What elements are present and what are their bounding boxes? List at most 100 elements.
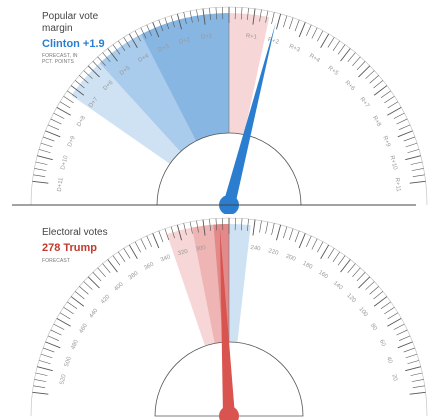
tick-1-75: [59, 312, 71, 320]
tick-1-3: [410, 372, 423, 376]
tick-0-65: [347, 52, 356, 63]
tick-0-69: [365, 70, 375, 79]
tick-1-68: [87, 276, 100, 289]
tick-0-7: [42, 136, 55, 142]
tick-1-87: [33, 385, 46, 388]
tick-0-38: [189, 10, 193, 23]
tick-0-75: [387, 101, 399, 109]
tick-0-18: [79, 75, 89, 84]
tick-0-1: [33, 174, 46, 177]
tick-0-74: [384, 95, 395, 104]
tick-0-61: [327, 37, 335, 48]
tick-1-79: [47, 335, 60, 341]
tick-1-13: [387, 312, 399, 320]
tick-1-24: [340, 259, 351, 273]
tick-label-1-13: 220: [268, 248, 280, 257]
tick-1-10: [396, 329, 408, 336]
tick-1-16: [373, 296, 388, 307]
tick-1-11: [393, 323, 405, 330]
tick-1-42: [240, 218, 243, 231]
tick-1-81: [42, 347, 55, 353]
tick-1-1: [412, 385, 425, 388]
tick-0-14: [63, 95, 74, 104]
tick-0-30: [140, 27, 147, 39]
tick-1-8: [397, 341, 413, 349]
tick-1-55: [158, 230, 164, 243]
tick-0-3: [35, 161, 48, 165]
tick-label-0-3: D+8: [76, 115, 87, 128]
tick-1-66: [97, 267, 106, 278]
tick-1-84: [37, 366, 53, 372]
tick-1-30: [311, 238, 318, 250]
tick-label-1-8: 360: [143, 261, 155, 271]
tick-1-23: [347, 263, 356, 274]
tick-0-42: [215, 7, 218, 20]
tick-0-80: [397, 130, 413, 138]
tick-1-61: [123, 248, 131, 259]
tick-1-57: [146, 235, 152, 247]
tick-1-69: [83, 281, 93, 290]
tick-0-27: [123, 37, 131, 48]
tick-1-85: [35, 372, 48, 376]
tick-1-53: [170, 226, 175, 239]
tick-0-11: [53, 112, 65, 119]
tick-1-25: [337, 255, 346, 266]
tick-label-0-20: R+10: [388, 155, 398, 171]
tick-0-39: [196, 9, 199, 22]
tick-label-0-2: D+9: [67, 135, 77, 148]
tick-label-0-11: R+1: [245, 33, 258, 41]
tick-1-71: [74, 291, 85, 300]
tick-label-1-20: 80: [369, 323, 378, 332]
tick-1-88: [32, 391, 49, 395]
tick-0-60: [320, 33, 330, 48]
tick-0-71: [373, 80, 384, 89]
tick-0-23: [102, 52, 111, 63]
tick-0-10: [50, 118, 62, 125]
tick-0-26: [118, 40, 126, 51]
tick-1-83: [38, 360, 51, 365]
tick-0-24: [107, 48, 118, 62]
tick-0-68: [358, 65, 371, 78]
tick-0-48: [252, 8, 256, 25]
tick-1-7: [403, 347, 416, 353]
tick-label-1-6: 400: [113, 281, 125, 292]
tick-1-54: [164, 228, 170, 241]
tick-label-1-18: 120: [345, 293, 357, 305]
tick-0-15: [67, 90, 78, 98]
tick-1-70: [79, 286, 89, 295]
tick-0-85: [410, 161, 423, 165]
tick-label-0-9: D+2: [179, 37, 192, 46]
tick-label-1-22: 40: [385, 356, 393, 365]
needle-1: [219, 228, 235, 417]
tick-1-5: [407, 360, 420, 365]
tick-0-37: [183, 12, 187, 25]
tick-label-1-21: 60: [378, 339, 387, 348]
tick-1-18: [369, 286, 379, 295]
electoral-votes-note: FORECAST: [42, 258, 71, 264]
tick-0-34: [164, 17, 170, 30]
tick-0-88: [409, 180, 426, 184]
tick-label-0-1: D+10: [60, 154, 70, 170]
tick-0-59: [317, 30, 324, 42]
tick-1-65: [102, 263, 111, 274]
tick-1-29: [317, 241, 324, 253]
tick-1-50: [189, 221, 193, 234]
tick-1-64: [107, 259, 118, 273]
tick-0-19: [83, 70, 93, 79]
tick-1-4: [405, 366, 421, 372]
tick-0-81: [403, 136, 416, 142]
tick-label-0-19: R+9: [381, 135, 391, 148]
tick-0-83: [407, 149, 420, 154]
tick-label-1-14: 200: [285, 254, 297, 263]
hub-0: [156, 132, 302, 206]
tick-1-0: [409, 391, 426, 395]
tick-0-25: [112, 44, 121, 55]
tick-1-58: [140, 238, 147, 250]
tick-1-36: [276, 224, 282, 241]
tick-label-0-18: R+8: [371, 115, 382, 128]
tick-label-1-4: 440: [89, 307, 100, 319]
tick-0-72: [373, 85, 388, 96]
tick-label-0-14: R+4: [308, 53, 321, 64]
tick-1-86: [34, 379, 47, 382]
